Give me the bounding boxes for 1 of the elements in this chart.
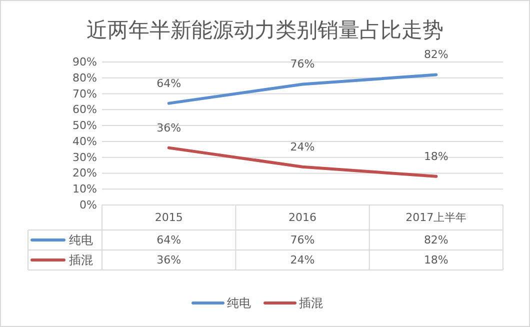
title: 近两年半新能源动力类别销量占比走势 xyxy=(86,18,444,42)
